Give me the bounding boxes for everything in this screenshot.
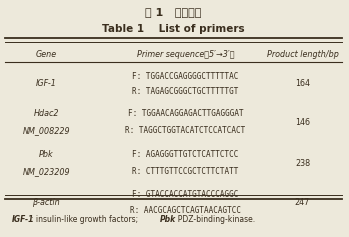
Text: : insulin-like growth factors;: : insulin-like growth factors; bbox=[31, 215, 138, 224]
Text: NM_023209: NM_023209 bbox=[22, 167, 70, 176]
Text: 238: 238 bbox=[295, 159, 310, 168]
Text: Pbk: Pbk bbox=[39, 150, 53, 159]
Text: 表 1   引物序列: 表 1 引物序列 bbox=[145, 7, 202, 17]
Text: R: AACGCAGCTCAGTAACAGTCC: R: AACGCAGCTCAGTAACAGTCC bbox=[130, 205, 241, 214]
Text: Pbk: Pbk bbox=[160, 215, 176, 224]
Text: Product length/bp: Product length/bp bbox=[267, 50, 339, 59]
Text: Hdac2: Hdac2 bbox=[34, 109, 59, 118]
Text: IGF-1: IGF-1 bbox=[36, 79, 57, 88]
Text: F: TGGAACAGGAGACTTGAGGGAT: F: TGGAACAGGAGACTTGAGGGAT bbox=[128, 109, 243, 118]
Text: PDZ-binding-kinase.: PDZ-binding-kinase. bbox=[173, 215, 255, 224]
Text: 146: 146 bbox=[295, 118, 310, 127]
Text: β-actin: β-actin bbox=[32, 198, 60, 207]
Text: NM_008229: NM_008229 bbox=[22, 126, 70, 135]
Text: R: CTTTGTTCCGCTCTTCTATT: R: CTTTGTTCCGCTCTTCTATT bbox=[132, 167, 239, 176]
Text: F: GTACCACCATGTACCCAGGC: F: GTACCACCATGTACCCAGGC bbox=[132, 190, 239, 199]
Text: 247: 247 bbox=[295, 198, 310, 207]
Text: Primer sequence（5′→3′）: Primer sequence（5′→3′） bbox=[137, 50, 234, 59]
Text: R: TAGGCTGGTACATCTCCATCACT: R: TAGGCTGGTACATCTCCATCACT bbox=[125, 126, 246, 135]
Text: IGF-1: IGF-1 bbox=[12, 215, 34, 224]
Text: R: TAGAGCGGGCTGCTTTTTGT: R: TAGAGCGGGCTGCTTTTTGT bbox=[132, 87, 239, 96]
Text: Gene: Gene bbox=[36, 50, 57, 59]
Text: F: TGGACCGAGGGGCTTTTTAC: F: TGGACCGAGGGGCTTTTTAC bbox=[132, 72, 239, 81]
Text: F: AGAGGGTTGTCTCATTCTCC: F: AGAGGGTTGTCTCATTCTCC bbox=[132, 150, 239, 159]
Text: 164: 164 bbox=[295, 79, 310, 88]
Text: Table 1    List of primers: Table 1 List of primers bbox=[102, 24, 245, 34]
